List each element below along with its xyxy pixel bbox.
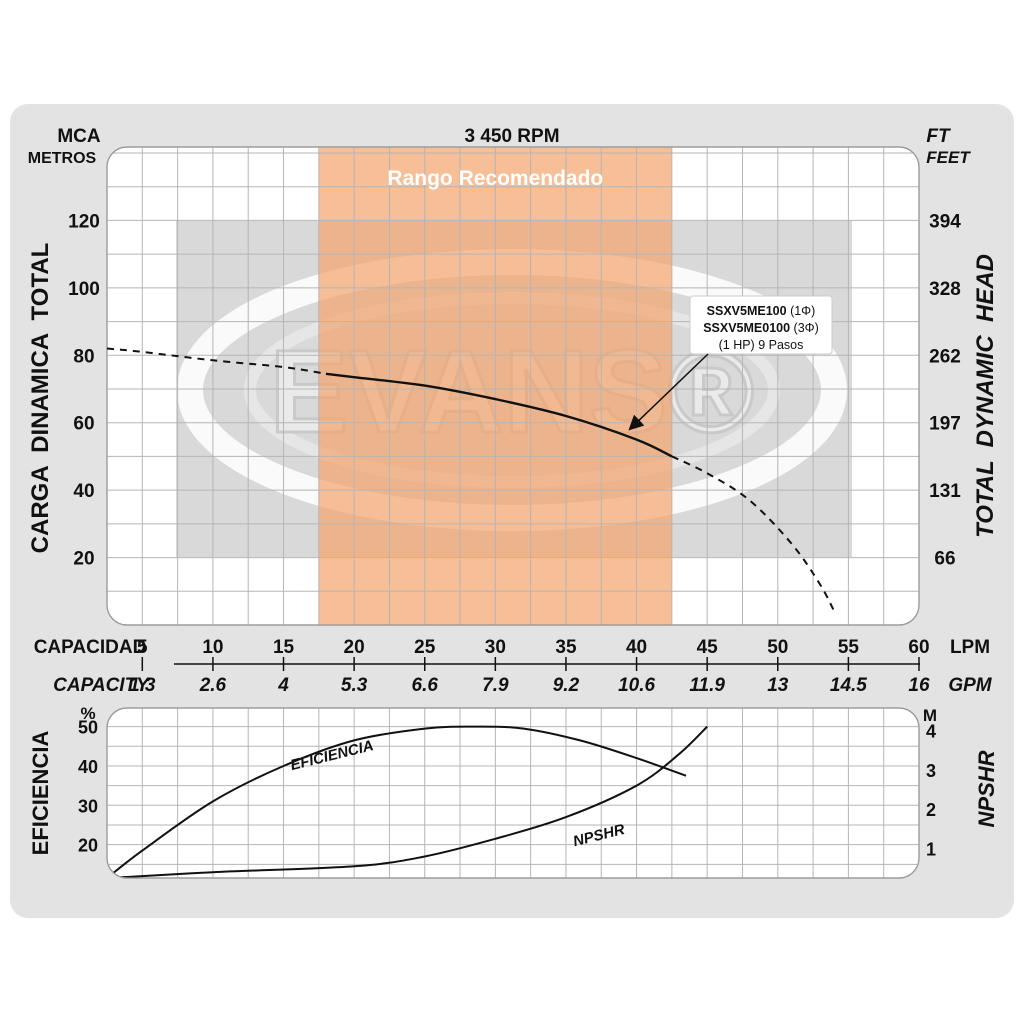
- head-right-tick-label: 394: [929, 211, 961, 232]
- npshr-tick-label: 4: [926, 722, 936, 742]
- head-left-tick-label: 60: [73, 414, 94, 435]
- gpm-tick-label: 16: [908, 675, 930, 696]
- gpm-tick-label: 5.3: [341, 675, 368, 696]
- lpm-tick-label: 45: [697, 637, 719, 658]
- gpm-tick-label: 2.6: [199, 675, 227, 696]
- npshr-curve: [107, 725, 708, 878]
- lpm-tick-label: 50: [767, 637, 788, 658]
- gpm-tick-label: 6.6: [412, 675, 439, 696]
- lpm-tick-label: 30: [485, 637, 506, 658]
- head-right-tick-label: 262: [929, 346, 961, 367]
- head-left-tick-label: 40: [73, 481, 94, 502]
- right-unit-sublabel: FEET: [926, 148, 971, 167]
- efficiency-ticks: 20 30 40 50: [78, 718, 98, 856]
- lpm-tick-label: 15: [273, 637, 295, 658]
- head-left-ticks: 20 40 60 80 100 120: [68, 211, 100, 569]
- efficiency-tick-label: 40: [78, 757, 98, 777]
- head-curve: [106, 347, 836, 612]
- gpm-tick-label: 9.2: [553, 675, 580, 696]
- gpm-tick-label: 14.5: [830, 675, 867, 696]
- lpm-tick-label: 5: [137, 637, 148, 658]
- capacity-label-en: CAPACITY: [53, 675, 151, 696]
- model-label: SSXV5ME100 (1Φ) SSXV5ME0100 (3Φ) (1 HP) …: [628, 295, 833, 431]
- npshr-tick-label: 3: [926, 761, 936, 781]
- head-left-tick-label: 20: [73, 549, 94, 570]
- head-right-tick-label: 328: [929, 279, 961, 300]
- head-left-tick-label: 120: [68, 211, 100, 232]
- npshr-tick-label: 2: [926, 800, 936, 820]
- efficiency-panel: EFICIENCIA NPSHR % M EFICIENCIA NPSHR 20…: [28, 704, 999, 879]
- lpm-tick-label: 60: [908, 637, 929, 658]
- meters-unit: M: [923, 706, 937, 725]
- lpm-tick-label: 20: [344, 637, 365, 658]
- npshr-axis-title: NPSHR: [974, 750, 999, 827]
- head-right-tick-label: 131: [929, 481, 961, 502]
- model-3ph-name: SSXV5ME0100: [703, 321, 790, 335]
- right-unit-label: FT: [926, 126, 951, 147]
- head-curve-solid: [325, 372, 673, 458]
- gpm-tick-label: 1.3: [129, 675, 156, 696]
- head-grid: [107, 147, 919, 625]
- model-label-line3: (1 HP) 9 Pasos: [719, 338, 804, 352]
- gpm-tick-label: 4: [277, 675, 289, 696]
- recommended-range-label: Rango Recomendado: [387, 167, 603, 190]
- head-curve-dashed-2: [671, 455, 836, 612]
- gpm-unit: GPM: [948, 675, 992, 696]
- efficiency-axis-title: EFICIENCIA: [28, 731, 53, 856]
- efficiency-tick-label: 50: [78, 718, 98, 738]
- head-axis-title: CARGA DINAMICA TOTAL: [27, 243, 54, 554]
- model-label-arrow: [628, 353, 709, 431]
- lpm-tick-label: 40: [626, 637, 647, 658]
- efficiency-grid: [107, 708, 919, 878]
- lpm-tick-label: 55: [838, 637, 860, 658]
- gpm-tick-label: 11.9: [689, 675, 725, 696]
- lpm-tick-label: 35: [555, 637, 577, 658]
- model-label-line1: SSXV5ME100 (1Φ): [707, 304, 816, 318]
- lpm-unit: LPM: [950, 637, 990, 658]
- gpm-tick-label: 10.6: [618, 675, 655, 696]
- model-3ph-phase: (3Φ): [790, 321, 819, 335]
- head-axis-title-right: TOTAL DYNAMIC HEAD: [972, 254, 999, 538]
- head-panel: EVANS® Rango Recomendado SSXV5ME100 (1Φ)…: [27, 126, 999, 626]
- efficiency-tick-label: 30: [78, 796, 98, 816]
- efficiency-curve: [107, 725, 687, 878]
- head-curve-dashed-0: [106, 347, 327, 375]
- npshr-ticks: 1 2 3 4: [926, 722, 936, 860]
- rpm-title: 3 450 RPM: [464, 126, 559, 147]
- capacity-ticks: 5 1.3 10 2.6 15 4 20 5.3 25 6.6 30 7.9 35 9.2 40 10.6 45…: [129, 637, 930, 696]
- efficiency-curves: [107, 725, 708, 878]
- head-right-ticks: 66 131 197 262 328 394: [929, 211, 961, 569]
- npshr-tick-label: 1: [926, 840, 936, 860]
- left-unit-sublabel: METROS: [28, 150, 97, 167]
- gpm-tick-label: 7.9: [482, 675, 509, 696]
- percent-unit: %: [80, 704, 95, 723]
- head-left-tick-label: 80: [73, 346, 94, 367]
- model-1ph-name: SSXV5ME100: [707, 304, 787, 318]
- head-right-tick-label: 66: [934, 549, 955, 570]
- model-label-line2: SSXV5ME0100 (3Φ): [703, 321, 819, 335]
- gpm-tick-label: 13: [767, 675, 789, 696]
- model-label-box: [689, 295, 833, 355]
- lpm-tick-label: 25: [414, 637, 436, 658]
- lpm-tick-label: 10: [202, 637, 223, 658]
- left-unit-label: MCA: [57, 126, 101, 147]
- efficiency-tick-label: 20: [78, 836, 98, 856]
- model-1ph-phase: (1Φ): [787, 304, 816, 318]
- head-left-tick-label: 100: [68, 279, 100, 300]
- head-right-tick-label: 197: [929, 414, 961, 435]
- capacity-axis: CAPACIDAD CAPACITY LPM GPM 5 1.3 10 2.6 15 4 2…: [34, 637, 993, 696]
- capacity-label: CAPACIDAD: [34, 637, 147, 658]
